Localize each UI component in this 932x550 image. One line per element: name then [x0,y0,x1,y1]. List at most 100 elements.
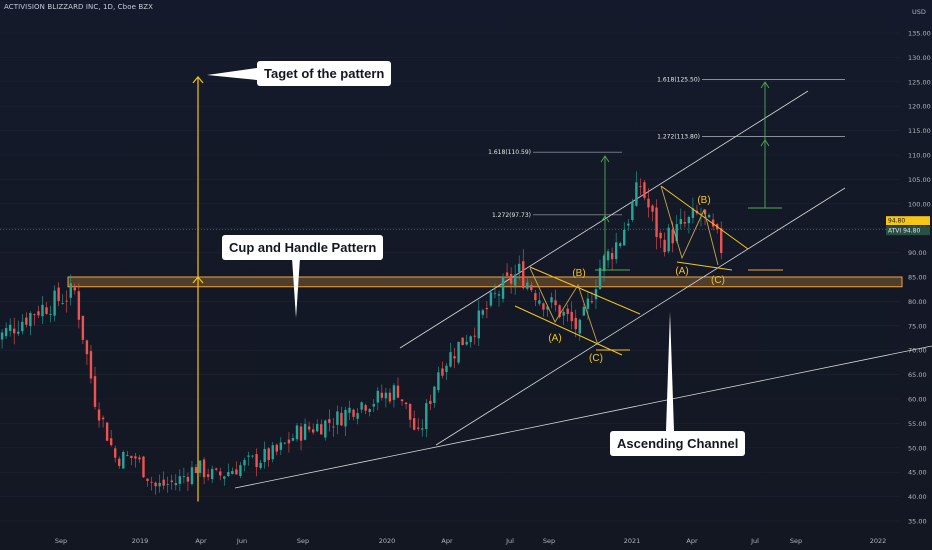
ascending-channel-callout[interactable]: Ascending Channel [610,431,746,456]
candle-body [598,267,602,289]
fib-level-label: 1.618(125.50) [657,76,700,83]
candle-body [425,403,428,430]
candle-body [513,274,517,286]
cup-handle-callout[interactable]: Cup and Handle Pattern [222,235,384,260]
candle-body [497,294,501,296]
candle-body [711,219,715,227]
candle-body [239,465,242,476]
candle-body [279,442,283,450]
candle-body [231,471,234,475]
candle-body [530,284,533,291]
candle-body [97,409,101,421]
candle-body [372,403,375,407]
candle-body [384,392,388,399]
candle-body [396,385,400,398]
candle-body [477,310,480,339]
candle-body [429,400,432,404]
y-tick-label: 65.00 [908,371,927,379]
wave-label: (B) [697,195,710,206]
candle-body [85,340,89,355]
candle-body [0,332,4,340]
candle-body [114,448,117,458]
candle-body [186,476,190,482]
candle-body [614,242,618,260]
candle-body [437,372,440,391]
y-tick-label: 120.00 [908,103,931,111]
candle-body [311,429,315,433]
x-tick-label: Jul [750,537,759,545]
y-tick-label: 90.00 [908,249,927,257]
candle-body [485,308,489,310]
candle-body [465,341,468,345]
candle-body [578,319,581,334]
candle-body [586,298,590,309]
candle-body [154,482,157,487]
candle-body [316,424,319,432]
candle-body [247,455,250,457]
candle-body [182,476,186,477]
wave-label: (B) [572,268,585,279]
ticker-badge [886,226,930,236]
candle-body [118,458,121,466]
candle-body [29,312,32,327]
candle-body [368,409,371,412]
candle-body [122,451,125,469]
candle-body [522,261,525,289]
y-tick-label: 40.00 [908,493,927,501]
candle-body [441,368,444,376]
candle-body [53,290,56,316]
candle-body [219,471,222,476]
candle-body [538,300,541,304]
candle-body [679,218,682,225]
candle-body [49,314,52,315]
candle-body [61,303,64,304]
candle-body [590,301,594,303]
y-tick-label: 110.00 [908,152,931,160]
x-tick-label: 2019 [132,537,149,545]
target-callout[interactable]: Taget of the pattern [257,61,392,86]
correction2-upper [660,185,749,250]
candle-body [170,480,173,483]
candle-body [138,457,141,460]
candle-body [307,426,311,430]
candle-body [320,424,323,435]
candle-body [594,289,598,300]
candle-body [404,402,408,405]
correction2-lower [676,261,733,271]
target-arrow-head [192,75,204,84]
fib-level-label: 1.272(113.80) [657,133,700,140]
candle-body [582,306,586,316]
candle-body [699,213,703,215]
correction2-wave [660,185,719,266]
long-trendline [234,345,932,489]
candle-body [291,438,295,441]
candle-body [509,274,513,284]
correction1-wave [529,267,599,346]
y-tick-label: 75.00 [908,322,927,330]
candle-body [457,341,460,363]
fib-level-label: 1.272(97.73) [492,212,531,219]
candle-body [271,445,274,460]
candle-body [534,293,537,301]
fib1-mid-arrow-head [600,215,610,223]
candle-body [25,317,28,325]
x-tick-label: Sep [55,537,67,545]
candle-body [691,208,695,218]
candle-body [392,385,396,400]
candle-body [275,444,278,452]
y-tick-label: 70.00 [908,347,927,355]
candle-body [667,227,670,252]
candle-body [21,321,24,332]
breakout-arrow-head [192,276,204,284]
candle-body [610,253,614,260]
x-tick-label: Sep [297,537,309,545]
candle-body [360,402,363,410]
candle-body [130,455,133,458]
y-tick-label: 45.00 [908,469,927,477]
y-tick-label: 130.00 [908,54,931,62]
candle-body [17,331,20,334]
candle-body [45,307,48,314]
candle-body [651,205,654,212]
